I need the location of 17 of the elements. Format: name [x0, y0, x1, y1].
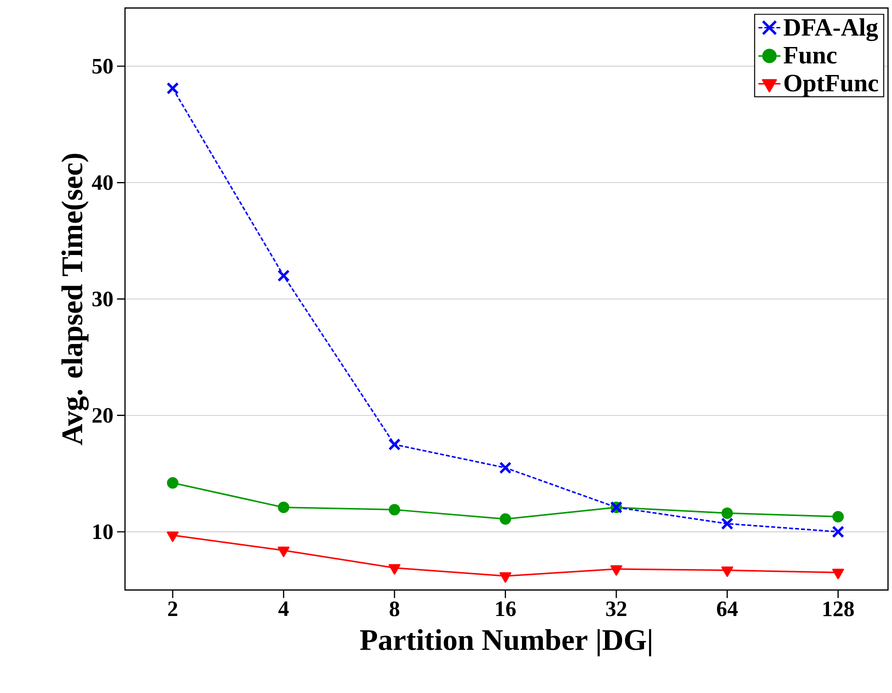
x-tick-label: 2 [168, 601, 178, 616]
x-tick-label: 16 [496, 601, 516, 616]
x-tick-label: 128 [823, 601, 854, 616]
y-tick-label: 50 [92, 58, 113, 74]
legend-label: DFA-Alg [784, 18, 878, 42]
y-tick-label: 10 [93, 524, 113, 540]
y-tick-label: 30 [92, 292, 113, 306]
legend-label: OptFunc [784, 74, 878, 97]
y-axis-title: Avg. elapsed Time(sec) [61, 154, 89, 446]
x-axis-title: Partition Number |DG| [360, 629, 652, 656]
x-tick-label: 8 [390, 601, 400, 616]
legend-label: Func [784, 47, 837, 64]
x-tick-label: 64 [716, 601, 738, 616]
y-tick-label: 20 [92, 408, 113, 423]
y-tick-label: 40 [92, 175, 113, 190]
x-tick-label: 4 [278, 601, 289, 616]
x-tick-label: 32 [606, 601, 626, 616]
